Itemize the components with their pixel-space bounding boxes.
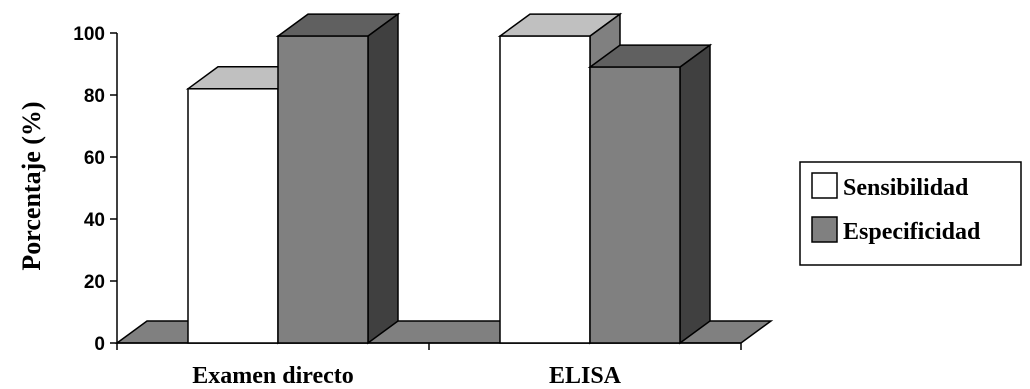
y-axis-label: Porcentaje (%)	[17, 101, 46, 270]
legend-label-especificidad: Especificidad	[843, 219, 981, 245]
y-tick-label: 20	[84, 272, 105, 293]
legend: Sensibilidad Especificidad	[799, 161, 1022, 266]
y-tick-label: 100	[73, 24, 105, 45]
legend-swatch-especificidad	[811, 216, 838, 243]
bar-front	[499, 35, 591, 344]
bar-front	[589, 66, 681, 344]
bar-examen-directo-especificidad	[275, 12, 401, 345]
y-tick-label: 0	[94, 334, 105, 355]
legend-label-sensibilidad: Sensibilidad	[843, 175, 969, 201]
bar-side	[367, 12, 399, 345]
x-tick-label-elisa: ELISA	[549, 363, 622, 389]
bar-front	[277, 35, 369, 344]
legend-swatch-sensibilidad	[811, 172, 838, 199]
bar-front	[187, 88, 279, 344]
y-tick-label: 40	[84, 210, 105, 231]
bar-side	[679, 43, 711, 345]
y-tick-label: 80	[84, 86, 105, 107]
y-tick-label: 60	[84, 148, 105, 169]
bar-elisa-especificidad	[587, 43, 713, 345]
x-tick-label-examen-directo: Examen directo	[192, 363, 354, 389]
